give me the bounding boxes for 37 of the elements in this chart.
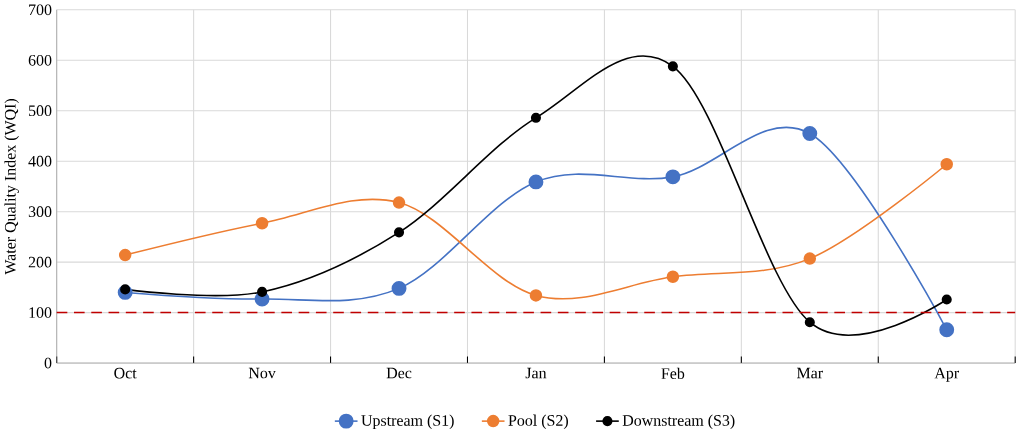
y-tick-label: 0 xyxy=(44,357,52,369)
point xyxy=(391,280,407,296)
y-tick-label: 300 xyxy=(28,206,52,218)
legend-label: Upstream (S1) xyxy=(361,414,454,430)
y-tick-label: 500 xyxy=(29,105,52,117)
point xyxy=(940,158,953,171)
x-tick-label: Jan xyxy=(525,367,547,379)
x-tick-label: Dec xyxy=(386,367,412,379)
x-tick-label: Oct xyxy=(114,367,137,379)
y-tick-label: 100 xyxy=(29,307,52,318)
y-tick-label: 700 xyxy=(29,4,52,16)
point xyxy=(667,61,678,72)
point xyxy=(802,126,818,141)
x-tick-label: Nov xyxy=(248,367,276,379)
legend-label: Downstream (S3) xyxy=(622,414,735,430)
y-tick-label: 400 xyxy=(28,155,52,167)
point xyxy=(803,252,817,265)
x-tick-label: Apr xyxy=(934,367,959,382)
point xyxy=(528,174,544,190)
point xyxy=(665,169,681,185)
point xyxy=(257,286,268,297)
point xyxy=(118,248,132,262)
y-tick-label: 200 xyxy=(28,256,52,268)
point xyxy=(939,322,955,338)
point xyxy=(666,270,680,284)
point xyxy=(255,217,269,230)
x-tick-label: Feb xyxy=(661,367,685,380)
point xyxy=(530,112,541,123)
legend-label: Pool (S2) xyxy=(508,414,568,430)
y-axis-title: Water Quality Index (WQI) xyxy=(4,99,19,275)
point xyxy=(392,196,406,209)
point xyxy=(393,227,405,238)
y-tick-label: 600 xyxy=(28,54,52,66)
point xyxy=(529,289,543,302)
point xyxy=(804,317,815,328)
x-tick-label: Mar xyxy=(796,367,823,379)
point xyxy=(941,294,952,305)
